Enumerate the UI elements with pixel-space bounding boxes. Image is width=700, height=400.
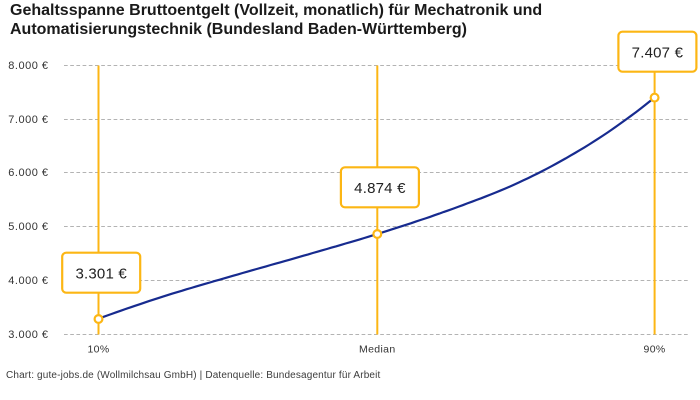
- svg-text:4.000 €: 4.000 €: [8, 275, 48, 287]
- svg-text:7.407 €: 7.407 €: [632, 45, 684, 62]
- svg-text:3.301 €: 3.301 €: [75, 266, 127, 283]
- svg-text:8.000 €: 8.000 €: [8, 60, 48, 72]
- svg-text:90%: 90%: [644, 344, 666, 356]
- svg-text:7.000 €: 7.000 €: [8, 114, 48, 126]
- svg-text:3.000 €: 3.000 €: [8, 329, 48, 341]
- svg-text:6.000 €: 6.000 €: [8, 167, 48, 179]
- svg-text:Median: Median: [359, 344, 396, 356]
- svg-text:10%: 10%: [87, 344, 109, 356]
- svg-text:4.874 €: 4.874 €: [354, 180, 406, 197]
- svg-text:5.000 €: 5.000 €: [8, 221, 48, 233]
